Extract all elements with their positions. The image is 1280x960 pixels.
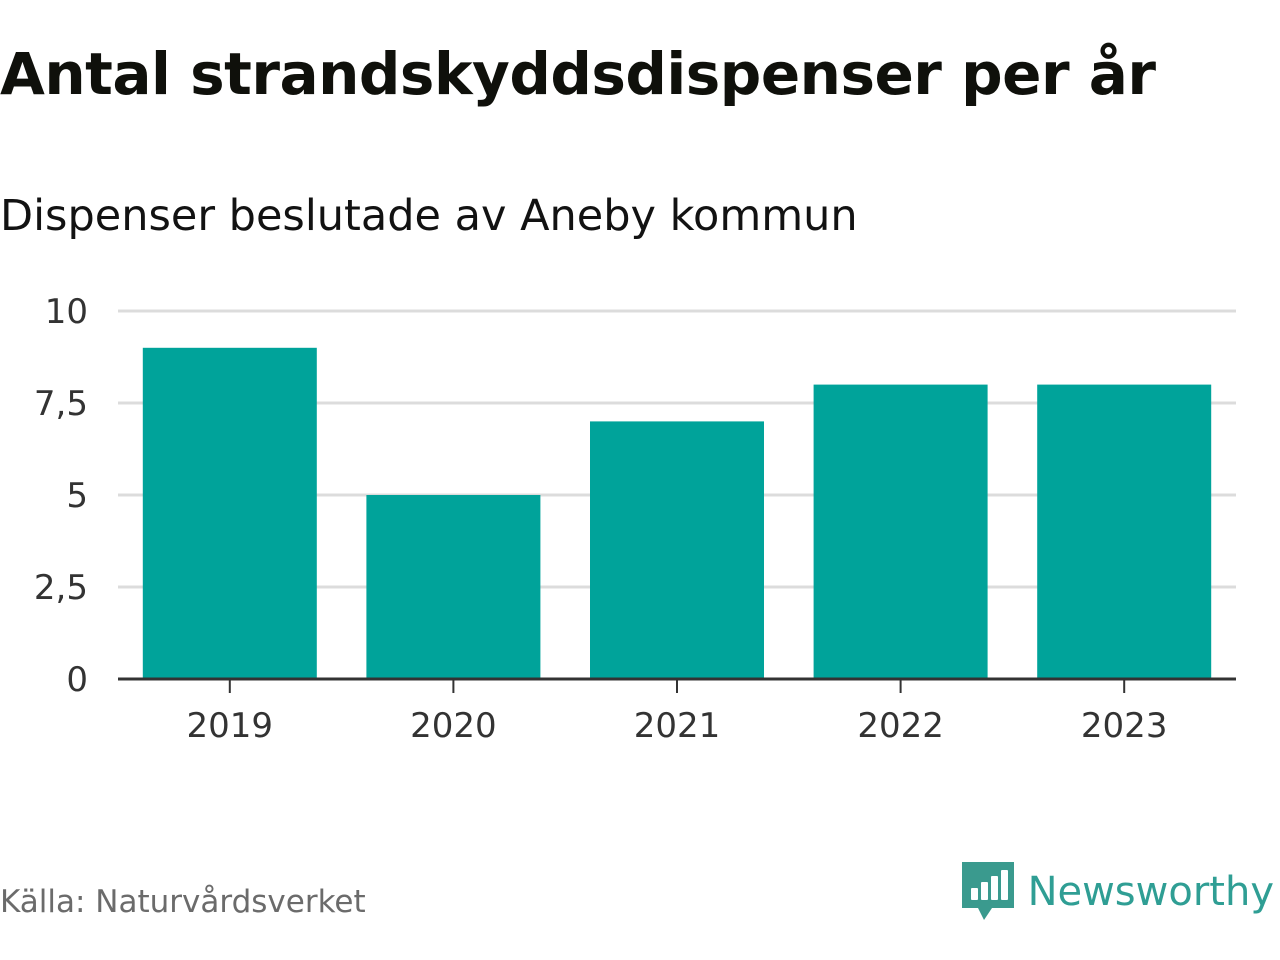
y-tick-label: 5 — [66, 476, 88, 516]
chart-title: Antal strandskyddsdispenser per år — [0, 40, 1156, 108]
chart-subtitle: Dispenser beslutade av Aneby kommun — [0, 191, 858, 241]
brand-name: Newsworthy — [1027, 869, 1274, 915]
x-tick-label: 2019 — [187, 706, 274, 746]
source-note: Källa: Naturvårdsverket — [0, 884, 366, 920]
bar-2023 — [1037, 384, 1212, 679]
y-tick-label: 2,5 — [34, 568, 88, 608]
bar-2020 — [366, 495, 541, 679]
bars — [142, 347, 1212, 679]
y-tick-label: 0 — [66, 660, 88, 700]
newsworthy-logo-icon — [961, 862, 1014, 920]
y-tick-label: 10 — [45, 292, 88, 332]
x-tick-label: 2021 — [634, 706, 721, 746]
y-tick-label: 7,5 — [34, 384, 88, 424]
tick-labels: 0 2,5 5 7,5 10 2019 2020 2021 2022 2023 — [34, 292, 1168, 746]
bar-2022 — [813, 384, 988, 679]
brand-logo: Newsworthy — [961, 862, 1274, 922]
x-tick-label: 2022 — [857, 706, 944, 746]
x-tick-label: 2020 — [410, 706, 497, 746]
bar-2021 — [590, 421, 764, 679]
x-tick-label: 2023 — [1081, 706, 1168, 746]
bar-2019 — [142, 347, 317, 679]
axes — [118, 677, 1236, 693]
